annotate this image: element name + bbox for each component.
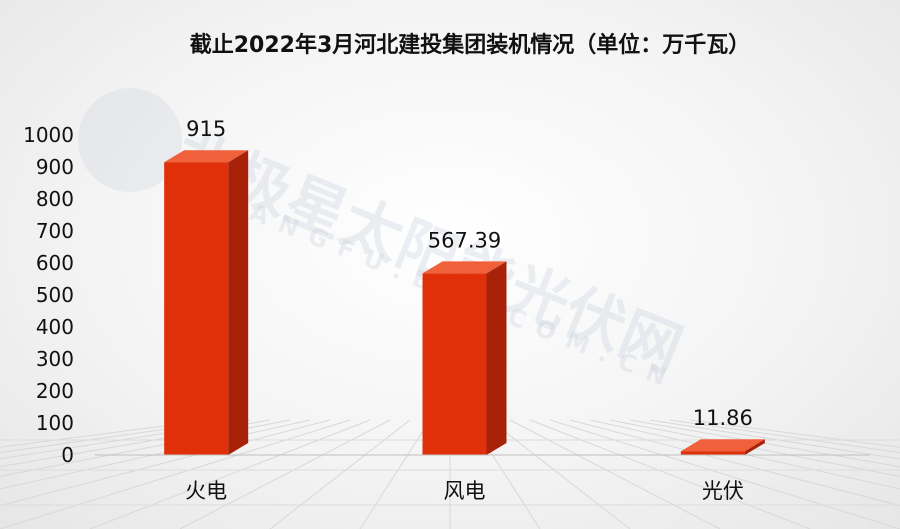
bar-side xyxy=(228,150,249,455)
y-tick-label: 800 xyxy=(36,187,74,211)
y-tick-label: 900 xyxy=(36,155,74,179)
bar-top xyxy=(422,261,507,274)
floor-line xyxy=(529,419,811,529)
y-tick-label: 600 xyxy=(36,251,74,275)
bar-front xyxy=(164,162,229,455)
floor-line xyxy=(569,419,900,507)
floor-line xyxy=(0,419,231,454)
x-axis: 火电 风电 光伏 xyxy=(95,454,870,503)
y-tick-label: 300 xyxy=(36,347,74,371)
y-tick-label: 700 xyxy=(36,219,74,243)
floor-line xyxy=(489,419,631,529)
floor-line xyxy=(0,419,211,448)
watermark-logo-icon xyxy=(78,88,182,192)
floor-line xyxy=(609,419,900,477)
floor-line xyxy=(0,419,251,460)
floor-line xyxy=(359,419,431,529)
floor-line xyxy=(669,419,900,454)
floor-line xyxy=(689,419,900,448)
data-label: 11.86 xyxy=(693,406,753,430)
floor-line xyxy=(0,419,331,507)
bar: 11.86 xyxy=(680,406,765,455)
floor-line xyxy=(89,419,371,529)
bar-top xyxy=(680,439,765,452)
floor-line xyxy=(0,419,311,490)
y-axis: 0 100 200 300 400 500 600 700 800 900 1000 xyxy=(23,123,74,467)
bar-front xyxy=(680,451,745,455)
floor-line xyxy=(589,419,900,490)
bar: 567.39 xyxy=(422,228,507,455)
floor-line xyxy=(549,419,900,529)
bar-front xyxy=(422,273,487,455)
bar-top xyxy=(164,150,249,163)
floor-line xyxy=(0,419,351,529)
y-tick-label: 0 xyxy=(61,443,74,467)
x-tick-label: 火电 xyxy=(185,479,227,503)
y-tick-label: 500 xyxy=(36,283,74,307)
bars: 915 567.39 11.86 xyxy=(164,117,765,455)
floor-line xyxy=(269,419,411,529)
y-tick-label: 400 xyxy=(36,315,74,339)
bar: 915 xyxy=(164,117,249,455)
bar-side xyxy=(486,261,507,455)
x-tick-label: 光伏 xyxy=(702,479,744,503)
bar-side xyxy=(744,439,765,455)
data-label: 567.39 xyxy=(428,228,501,252)
floor-line xyxy=(509,419,721,529)
floor-line xyxy=(629,419,900,468)
y-tick-label: 100 xyxy=(36,411,74,435)
y-tick-label: 1000 xyxy=(23,123,74,147)
chart-title: 截止2022年3月河北建投集团装机情况（单位：万千瓦） xyxy=(190,32,751,58)
x-tick-label: 风电 xyxy=(444,479,486,503)
floor-line xyxy=(179,419,391,529)
data-label: 915 xyxy=(186,117,226,141)
floor-line xyxy=(649,419,900,460)
y-tick-label: 200 xyxy=(36,379,74,403)
